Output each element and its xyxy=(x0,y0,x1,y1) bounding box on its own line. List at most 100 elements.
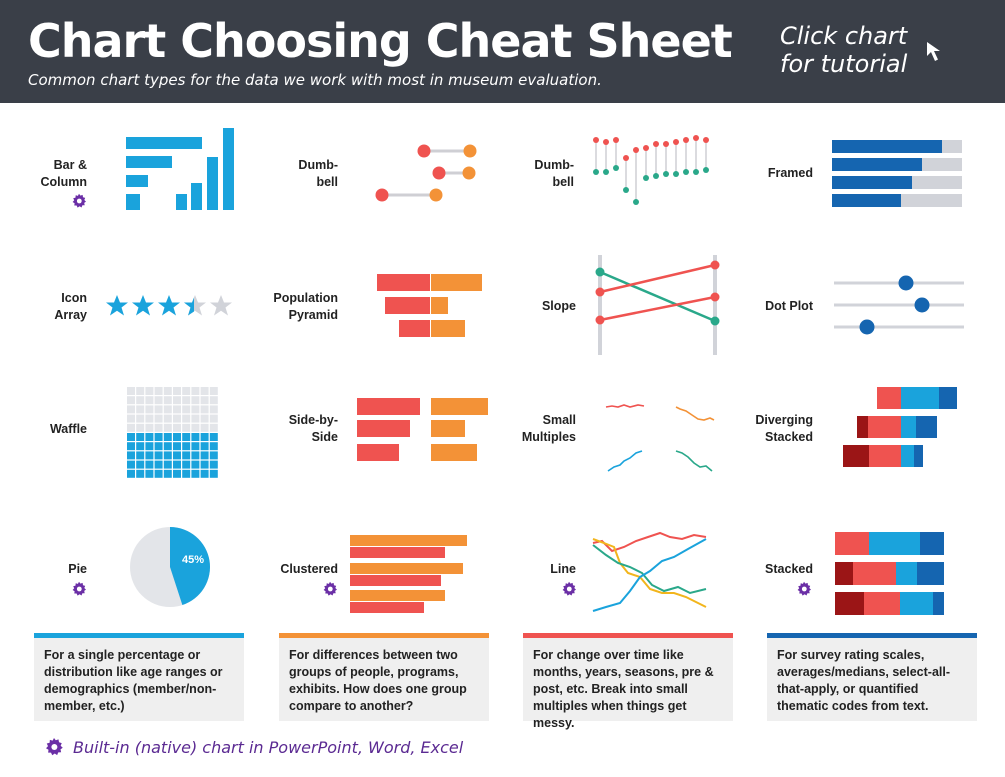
label-population-pyramid: Population Pyramid xyxy=(273,290,338,324)
waffle-cell xyxy=(182,414,191,423)
dot xyxy=(603,169,609,175)
label-line: Stacked xyxy=(765,430,813,444)
waffle-cell xyxy=(191,442,200,451)
label-line: Pie xyxy=(68,562,87,576)
dot xyxy=(693,135,699,141)
waffle-cell xyxy=(145,414,154,423)
slope-chart[interactable] xyxy=(592,255,722,355)
dot xyxy=(898,275,914,291)
bar xyxy=(350,535,467,546)
dot xyxy=(623,155,629,161)
dot xyxy=(593,169,599,175)
label-line: Clustered xyxy=(280,562,338,576)
bar-column-chart[interactable] xyxy=(120,125,240,215)
bar-segment xyxy=(877,387,901,409)
bar xyxy=(350,547,445,558)
bar-segment xyxy=(869,445,901,467)
waffle-chart[interactable] xyxy=(127,387,219,479)
waffle-cell xyxy=(154,433,163,441)
waffle-cell xyxy=(127,423,135,432)
series-line xyxy=(592,538,707,612)
dot xyxy=(613,137,619,143)
tutorial-link[interactable]: Click chart for tutorial xyxy=(780,22,907,78)
pie-chart[interactable]: 45% xyxy=(128,525,212,609)
waffle-cell xyxy=(209,387,218,395)
panel-accent-bar xyxy=(279,633,489,638)
diverging-stacked-chart[interactable] xyxy=(840,385,965,470)
clustered-bar-chart[interactable] xyxy=(348,532,473,616)
waffle-cell xyxy=(145,469,154,478)
framed-bar-chart[interactable] xyxy=(830,138,965,210)
dot xyxy=(432,166,446,180)
bar-segment xyxy=(896,562,917,585)
bar xyxy=(126,175,148,187)
waffle-cell xyxy=(163,405,172,414)
waffle-cell xyxy=(191,451,200,460)
waffle-cell xyxy=(154,451,163,460)
dot xyxy=(693,169,699,175)
label-line: Stacked xyxy=(765,562,813,576)
waffle-cell xyxy=(209,405,218,414)
dot-plot-chart[interactable] xyxy=(832,272,967,338)
star-icon xyxy=(158,295,180,316)
waffle-cell xyxy=(182,423,191,432)
native-chart-gear-icon xyxy=(797,581,811,596)
dot xyxy=(595,267,605,277)
waffle-cell xyxy=(182,405,191,414)
side-by-side-chart[interactable] xyxy=(355,396,490,466)
bar-segment xyxy=(901,416,916,438)
label-line: bell xyxy=(552,175,574,189)
dumbbell-horizontal-chart[interactable] xyxy=(370,140,485,205)
population-pyramid-chart[interactable] xyxy=(375,272,485,340)
native-chart-gear-icon xyxy=(72,193,86,208)
dumbbell-vertical-chart[interactable] xyxy=(592,130,717,210)
waffle-cell xyxy=(145,460,154,469)
panel-text: For differences between two groups of pe… xyxy=(289,648,467,713)
waffle-cell xyxy=(154,405,163,414)
waffle-cell xyxy=(200,451,209,460)
bar-segment xyxy=(916,416,937,438)
bar-segment xyxy=(939,387,957,409)
label-icon-array: Icon Array xyxy=(54,290,87,324)
waffle-cell xyxy=(136,414,145,423)
waffle-cell xyxy=(200,396,209,405)
bar-segment xyxy=(901,445,914,467)
label-line: Icon xyxy=(61,291,87,305)
label-line: Side-by- xyxy=(288,413,338,427)
waffle-cell xyxy=(173,433,181,441)
bar xyxy=(377,274,430,291)
bar-segment xyxy=(843,445,869,467)
series-line xyxy=(675,450,713,472)
series-line xyxy=(592,544,707,595)
dot xyxy=(643,145,649,151)
dot xyxy=(643,175,649,181)
waffle-cell xyxy=(173,414,181,423)
label-small-multiples: Small Multiples xyxy=(522,412,576,446)
waffle-cell xyxy=(145,442,154,451)
line-chart[interactable] xyxy=(590,527,712,615)
dot xyxy=(710,316,720,326)
waffle-cell xyxy=(163,387,172,395)
waffle-cell xyxy=(191,387,200,395)
native-chart-gear-icon xyxy=(46,738,63,756)
bar-segment xyxy=(901,387,939,409)
description-panel-survey: For survey rating scales, averages/media… xyxy=(767,633,977,721)
small-multiples-chart[interactable] xyxy=(600,395,720,480)
icon-array-stars[interactable] xyxy=(104,292,234,320)
waffle-cell xyxy=(200,433,209,441)
waffle-cell xyxy=(209,442,218,451)
panel-text: For survey rating scales, averages/media… xyxy=(777,648,951,713)
dot xyxy=(429,188,443,202)
waffle-cell xyxy=(154,469,163,478)
description-panel-change-over-time: For change over time like months, years,… xyxy=(523,633,733,730)
waffle-cell xyxy=(209,460,218,469)
panel-text: For change over time like months, years,… xyxy=(533,648,714,730)
bar-segment xyxy=(900,592,933,615)
star-icon xyxy=(132,295,154,316)
waffle-cell xyxy=(145,423,154,432)
stacked-bar-chart[interactable] xyxy=(833,530,948,618)
label-line: Diverging xyxy=(755,413,813,427)
bar xyxy=(126,156,172,168)
bar-segment xyxy=(835,532,869,555)
waffle-cell xyxy=(127,451,135,460)
